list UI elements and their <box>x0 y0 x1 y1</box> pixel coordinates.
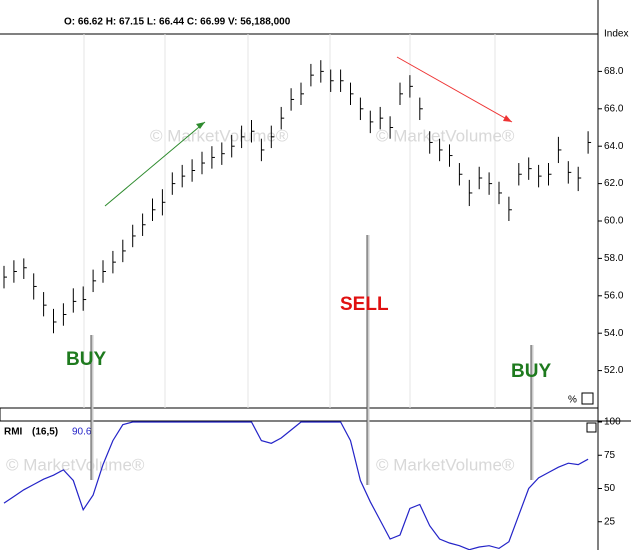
y-tick-label: 25 <box>604 516 616 527</box>
price-bar <box>369 110 374 134</box>
price-bar <box>62 303 67 326</box>
price-bar <box>340 69 344 92</box>
price-bar <box>171 172 176 195</box>
signal-lines <box>90 235 534 485</box>
watermark: © MarketVolume® <box>376 455 515 474</box>
y-tick-label: 52.0 <box>604 365 624 376</box>
price-bar <box>478 166 483 190</box>
price-bar <box>310 63 314 87</box>
price-bar <box>72 288 77 313</box>
price-bar <box>330 69 334 92</box>
price-bar <box>419 97 423 121</box>
price-bar <box>142 213 146 236</box>
close-box <box>586 422 597 433</box>
price-bar <box>13 260 17 283</box>
indicator-name: RMI <box>4 427 23 438</box>
price-bar <box>3 265 7 289</box>
price-bar <box>92 269 97 293</box>
trend-arrow <box>396 56 513 123</box>
price-bar <box>389 116 394 139</box>
price-bar <box>399 82 403 106</box>
y-tick-label: 100 <box>604 417 621 428</box>
signal-lines-core <box>90 235 532 485</box>
axis-label: Index <box>604 29 628 40</box>
sell-label: SELL <box>340 294 389 315</box>
price-bar <box>201 151 205 175</box>
price-bar <box>270 125 275 149</box>
price-bar <box>458 163 463 186</box>
y-tick-label: 64.0 <box>604 141 624 152</box>
y-tick-label: 56.0 <box>604 290 624 301</box>
price-bar <box>498 181 502 205</box>
price-bar <box>280 106 285 130</box>
price-bar <box>181 164 186 188</box>
price-bar <box>548 163 552 186</box>
price-bar <box>221 142 225 165</box>
price-bar <box>102 260 106 283</box>
price-bar <box>53 308 57 334</box>
arrow-head <box>503 115 512 122</box>
price-bar <box>43 292 47 317</box>
watermark: © MarketVolume® <box>376 126 515 145</box>
y-tick-label: 62.0 <box>604 178 624 189</box>
price-bar <box>251 120 255 143</box>
price-bar <box>152 198 156 221</box>
y-tick-label: 60.0 <box>604 216 624 227</box>
price-bar <box>429 131 433 154</box>
y-tick-label: 68.0 <box>604 66 624 77</box>
buy-label: BUY <box>511 361 551 382</box>
panel-divider <box>0 407 599 422</box>
price-bar <box>557 136 562 164</box>
rmi-line <box>3 421 589 550</box>
price-bar <box>241 125 245 149</box>
y-tick-label: 66.0 <box>604 103 624 114</box>
price-bar <box>439 138 443 162</box>
price-bar <box>508 196 512 221</box>
price-bar <box>260 138 265 162</box>
price-bar <box>468 179 473 207</box>
price-bar <box>528 157 532 180</box>
price-bar <box>23 258 27 279</box>
y-tick-label: 54.0 <box>604 328 624 339</box>
price-bar <box>122 239 126 263</box>
buy-label: BUY <box>66 349 106 370</box>
price-bar <box>231 134 235 158</box>
price-bar <box>191 159 196 182</box>
watermark: © MarketVolume® <box>150 126 289 145</box>
price-bar <box>33 273 37 300</box>
price-bar <box>488 172 493 195</box>
indicator-value: 90.6 <box>72 427 92 438</box>
price-bar <box>538 164 542 188</box>
price-bar <box>379 106 384 130</box>
price-bar <box>587 131 592 154</box>
price-bar <box>518 163 522 186</box>
ohlc-header: O: 66.62 H: 67.15 L: 66.44 C: 66.99 V: 5… <box>64 17 291 28</box>
indicator-params: (16,5) <box>32 427 58 438</box>
watermark: © MarketVolume® <box>6 455 145 474</box>
y-tick-label: 58.0 <box>604 253 624 264</box>
trend-arrow <box>104 121 206 207</box>
price-bar <box>567 161 572 184</box>
arrow-head <box>196 122 205 129</box>
price-bar <box>409 75 413 98</box>
corner-box <box>581 392 594 405</box>
price-bar <box>300 82 304 106</box>
price-bar <box>577 166 582 192</box>
corner-label: % <box>568 395 577 406</box>
y-tick-label: 50 <box>604 483 616 494</box>
price-bar <box>320 60 324 83</box>
price-bar <box>350 82 354 106</box>
y-tick-label: 75 <box>604 450 616 461</box>
price-bar <box>211 146 215 169</box>
price-bar <box>359 97 364 121</box>
price-bar <box>112 250 116 274</box>
price-bar <box>82 286 87 311</box>
price-bar <box>161 189 166 216</box>
price-bar <box>449 144 453 167</box>
price-bar <box>132 224 136 248</box>
price-bar <box>290 88 295 111</box>
